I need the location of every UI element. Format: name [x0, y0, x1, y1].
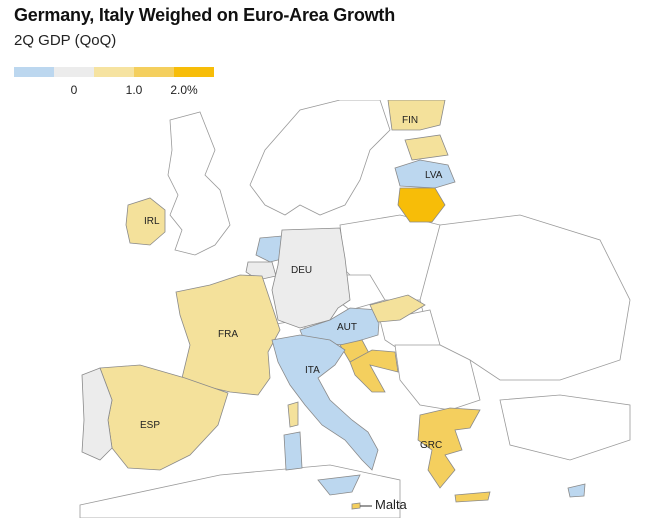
- legend-swatch-negative: [14, 67, 54, 77]
- region-corsica: [287, 401, 299, 428]
- turkey: [499, 394, 631, 461]
- region-irl: [125, 197, 166, 246]
- chart-title: Germany, Italy Weighed on Euro-Area Grow…: [14, 5, 395, 25]
- label-ita: ITA: [305, 365, 320, 376]
- region-fin: [387, 100, 446, 131]
- label-fra: FRA: [218, 329, 238, 340]
- region-ltu: [397, 187, 446, 223]
- region-prt: [81, 367, 113, 461]
- region-hrv: [349, 349, 399, 393]
- balkans: [394, 344, 481, 411]
- label-lva: LVA: [425, 170, 443, 181]
- legend-swatch-low: [94, 67, 134, 77]
- legend-tick-0: 0: [70, 83, 78, 97]
- region-deu: [271, 227, 351, 329]
- north-africa: [79, 464, 401, 518]
- label-aut: AUT: [337, 322, 357, 333]
- great-britain: [167, 111, 231, 256]
- label-esp: ESP: [140, 420, 160, 431]
- legend-swatch-high: [174, 67, 214, 77]
- label-grc: GRC: [420, 440, 442, 451]
- chart-subtitle: 2Q GDP (QoQ): [14, 32, 117, 49]
- europe-map: FIN LVA IRL DEU AUT FRA ITA ESP GRC: [79, 100, 631, 518]
- region-mlt: [351, 502, 361, 510]
- region-cyp: [567, 483, 586, 498]
- label-irl: IRL: [144, 216, 160, 227]
- region-ita-sicily: [317, 474, 361, 496]
- scandinavia: [249, 100, 391, 216]
- region-grc-crete: [454, 491, 491, 503]
- malta-label: Malta: [375, 497, 407, 512]
- legend-swatch-zero: [54, 67, 94, 77]
- region-svk: [369, 294, 426, 323]
- color-legend: 0 1.0 2.0%: [14, 67, 214, 97]
- region-est: [404, 134, 449, 161]
- region-nld: [255, 235, 287, 263]
- region-ita: [271, 334, 379, 471]
- legend-swatch-mid: [134, 67, 174, 77]
- region-ita-sardinia: [283, 431, 303, 471]
- region-fra: [175, 274, 281, 396]
- label-deu: DEU: [291, 265, 312, 276]
- label-fin: FIN: [402, 115, 418, 126]
- region-lva: [394, 159, 456, 189]
- legend-tick-1: 1.0: [125, 83, 143, 97]
- region-grc: [417, 407, 481, 489]
- legend-tick-2: 2.0%: [170, 83, 198, 97]
